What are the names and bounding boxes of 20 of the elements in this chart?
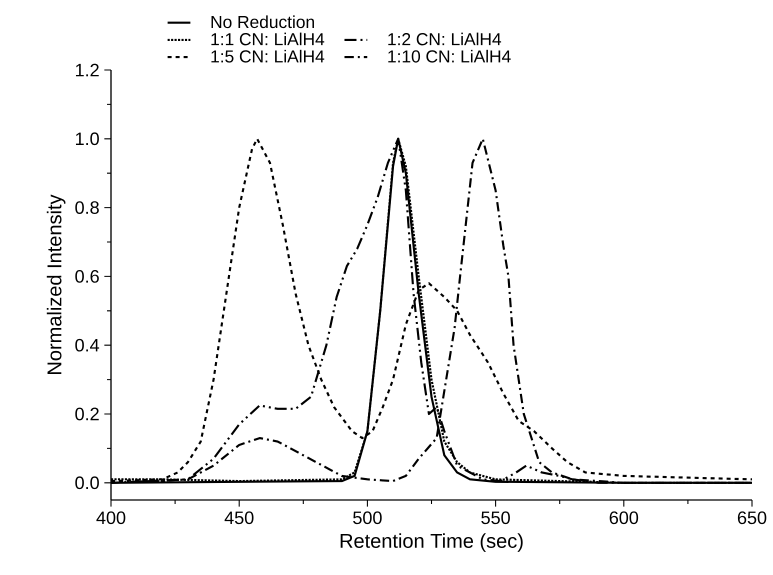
- y-tick-label: 1.0: [76, 132, 99, 146]
- y-tick-label: 0.8: [75, 201, 99, 214]
- y-tick-label: 0.0: [75, 476, 99, 490]
- y-tick-label: 0.6: [75, 270, 99, 283]
- y-tick-label: 1.2: [76, 64, 99, 76]
- x-tick-label: 450: [224, 511, 254, 524]
- x-tick-label: 400: [96, 511, 126, 524]
- x-axis-title: Retention Time (sec): [340, 533, 523, 552]
- x-tick-label: 650: [738, 511, 766, 524]
- legend-label: 1:10 CN: LiAlH4: [388, 50, 511, 63]
- x-tick-label: 600: [610, 511, 638, 524]
- y-tick-label: 0.4: [75, 338, 100, 352]
- y-axis-title: Normalized Intensity: [46, 194, 66, 374]
- y-tick-label: 0.2: [75, 408, 99, 420]
- legend-label: 1:5 CN: LiAlH4: [211, 50, 324, 63]
- x-tick-label: 500: [353, 511, 382, 524]
- legend-label: No Reduction: [212, 15, 314, 28]
- x-tick-label: 550: [481, 511, 510, 524]
- legend-label: 1:2 CN: LiAlH4: [388, 32, 502, 46]
- legend-label: 1:1 CN: LiAlH4: [211, 32, 324, 46]
